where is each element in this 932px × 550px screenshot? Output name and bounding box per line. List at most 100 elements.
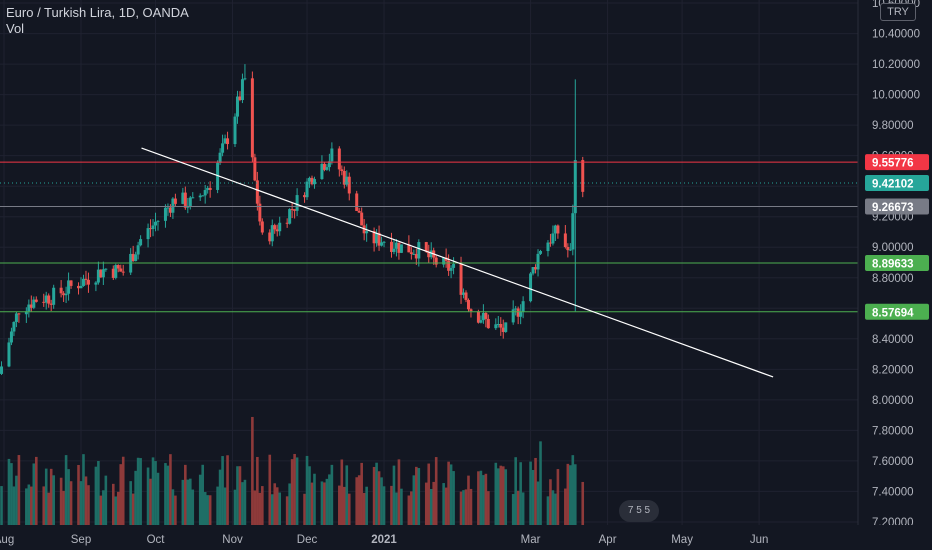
- candle-body: [563, 233, 567, 248]
- candle-body: [372, 231, 376, 244]
- volume-bar: [134, 470, 137, 525]
- x-tick-label: Sep: [71, 534, 91, 546]
- volume-bar: [25, 488, 28, 525]
- volume-bar: [166, 465, 170, 525]
- volume-bar: [97, 460, 100, 525]
- volume-bar: [355, 477, 359, 525]
- candle-body: [216, 162, 220, 190]
- y-tick-label: 7.80000: [872, 425, 914, 437]
- y-tick-label: 9.20000: [872, 212, 914, 224]
- candle-body: [345, 176, 349, 185]
- volume-bar: [34, 456, 38, 525]
- volume-bar: [119, 464, 123, 525]
- volume-bar: [452, 471, 455, 525]
- price-badge-label: 9.26673: [872, 202, 914, 214]
- y-tick-label: 8.40000: [872, 334, 914, 346]
- y-tick-label: 8.20000: [872, 364, 914, 376]
- volume-bar: [415, 466, 418, 525]
- volume-bar: [198, 474, 202, 525]
- volume-bar: [288, 483, 291, 525]
- candle-body: [223, 138, 227, 144]
- volume-bar: [32, 463, 36, 525]
- candle-body: [188, 197, 192, 207]
- volume-bar: [531, 469, 535, 525]
- volume-bar: [464, 489, 468, 525]
- candle-body: [308, 177, 312, 182]
- volume-bar: [459, 491, 463, 525]
- volume-bar: [539, 441, 542, 525]
- candle-body: [365, 231, 369, 234]
- volume-bar: [395, 492, 398, 525]
- volume-bar: [238, 466, 242, 525]
- candle-body: [481, 312, 485, 321]
- volume-bar: [581, 481, 585, 525]
- currency-badge[interactable]: TRY: [880, 3, 916, 21]
- x-tick-label: Mar: [521, 534, 541, 546]
- x-tick-label: 2021: [371, 534, 397, 546]
- y-tick-label: 9.80000: [872, 120, 914, 132]
- volume-bar: [206, 495, 209, 525]
- candle-body: [566, 247, 570, 251]
- candle-body: [240, 79, 244, 101]
- price-axis-bg: [858, 0, 932, 550]
- y-tick-label: 10.20000: [872, 59, 920, 71]
- x-tick-label: Jun: [750, 534, 769, 546]
- candle-body: [568, 249, 572, 251]
- candle-body: [253, 157, 257, 181]
- candle-body: [156, 220, 160, 222]
- volume-bar: [372, 466, 376, 525]
- candle-body: [183, 192, 187, 208]
- candle-body: [166, 207, 170, 209]
- volume-bar: [149, 478, 152, 525]
- volume-bar: [12, 486, 16, 525]
- candle-body: [42, 301, 46, 303]
- candle-body: [12, 321, 16, 332]
- volume-bar: [347, 493, 351, 525]
- volume-bar: [305, 455, 309, 525]
- candle-body: [501, 327, 505, 332]
- volume-bar: [571, 455, 575, 525]
- price-badge-label: 9.55776: [872, 158, 914, 170]
- volume-bar: [375, 462, 378, 525]
- volume-bar: [573, 464, 577, 525]
- volume-bar: [290, 459, 294, 525]
- candle-body: [519, 311, 523, 317]
- volume-bar: [417, 468, 421, 525]
- candle-body: [206, 187, 210, 191]
- x-tick-label: May: [671, 534, 693, 546]
- candle-body: [77, 285, 81, 289]
- candle-body: [131, 253, 135, 262]
- candle-body: [571, 213, 575, 250]
- volume-bar: [477, 471, 480, 525]
- volume-bar: [77, 464, 80, 525]
- volume-bar: [397, 459, 401, 525]
- candle-body: [494, 324, 498, 329]
- volume-bar: [188, 478, 192, 525]
- price-badge-label: 9.42102: [872, 178, 914, 190]
- volume-bar: [295, 457, 299, 525]
- candle-body: [327, 161, 331, 168]
- candle-body: [496, 324, 500, 326]
- candle-body: [514, 308, 518, 310]
- candle-body: [511, 309, 515, 323]
- x-tick-label: Aug: [0, 534, 14, 546]
- tradingview-logo-icon[interactable]: 7 5 5: [619, 500, 659, 522]
- volume-bar: [226, 455, 229, 525]
- candle-body: [116, 265, 120, 269]
- y-tick-label: 9.00000: [872, 242, 914, 254]
- candle-body: [337, 148, 341, 170]
- candle-body: [67, 280, 71, 294]
- candle-body: [320, 163, 324, 180]
- candle-body: [340, 169, 344, 172]
- x-tick-label: Dec: [297, 534, 318, 546]
- volume-bar: [154, 461, 157, 525]
- candle-body: [573, 160, 577, 214]
- x-tick-label: Nov: [222, 534, 243, 546]
- candle-body: [134, 254, 138, 262]
- candle-body: [534, 267, 538, 270]
- candle-body: [238, 96, 242, 101]
- candle-body: [173, 198, 177, 204]
- candle-body: [285, 222, 289, 224]
- candle-body: [417, 242, 421, 259]
